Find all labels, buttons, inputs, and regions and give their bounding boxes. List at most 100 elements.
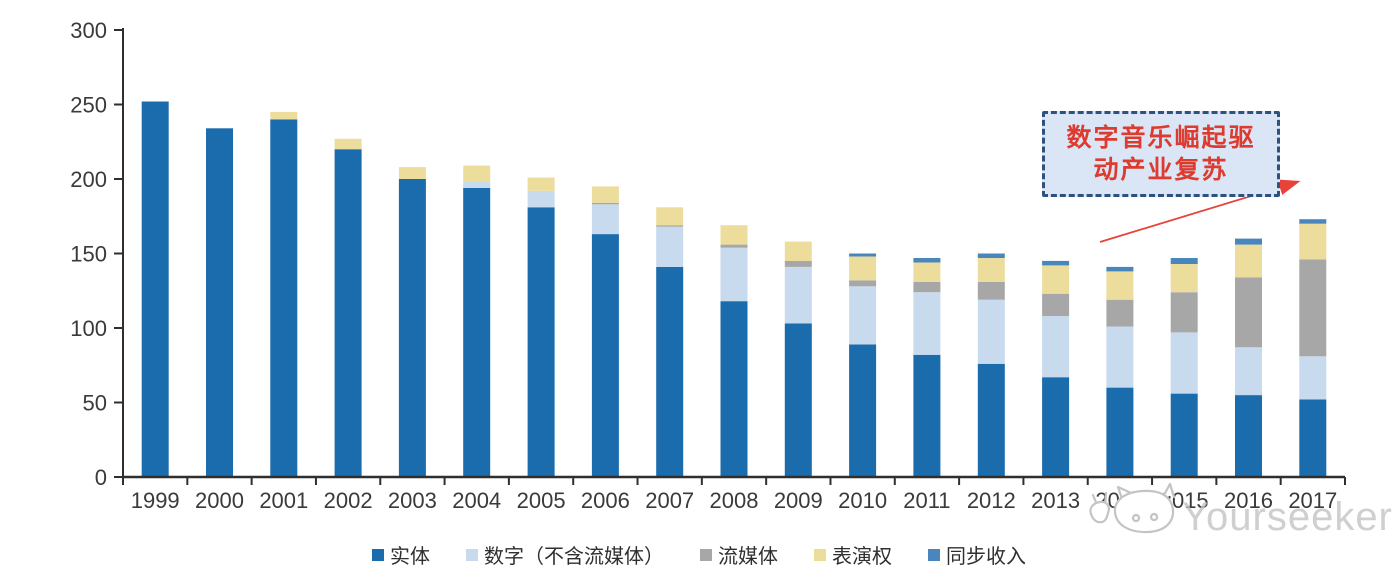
x-tick-label-2006: 2006 (581, 488, 630, 513)
bar-segment-2012-s4 (977, 253, 1005, 258)
x-tick-label-2007: 2007 (645, 488, 694, 513)
y-tick-label: 0 (95, 465, 107, 490)
bar-segment-2013-s3 (1042, 265, 1070, 294)
bar-segment-2017-s0 (1299, 399, 1327, 477)
bar-segment-2011-s0 (913, 354, 941, 477)
legend-swatch-streaming (700, 548, 712, 561)
bar-segment-2013-s1 (1042, 316, 1070, 378)
bar-segment-2015-s4 (1170, 258, 1198, 264)
bar-segment-2015-s0 (1170, 393, 1198, 477)
bar-segment-2002-s0 (334, 149, 362, 477)
legend-item-performance: 表演权 (814, 540, 892, 569)
bar-segment-2013-s2 (1042, 293, 1070, 317)
bar-segment-2009-s3 (784, 241, 812, 261)
bar-segment-2003-s3 (398, 167, 426, 179)
bar-segment-2013-s4 (1042, 260, 1070, 266)
bar-segment-2012-s2 (977, 281, 1005, 300)
bar-segment-2012-s0 (977, 363, 1005, 477)
legend-swatch-performance (814, 548, 826, 561)
bar-segment-2008-s3 (720, 225, 748, 245)
bar-segment-2016-s2 (1235, 277, 1262, 348)
bar-segment-2004-s1 (463, 182, 491, 188)
bar-segment-2011-s2 (913, 281, 941, 293)
bar-segment-2017-s4 (1299, 219, 1327, 224)
bar-segment-2015-s2 (1170, 292, 1198, 333)
bar-segment-2010-s4 (849, 253, 877, 257)
annotation-box: 数字音乐崛起驱 动产业复苏 (1042, 111, 1280, 197)
bar-segment-2010-s2 (849, 280, 877, 287)
legend-label-performance: 表演权 (832, 546, 892, 568)
x-tick-label-2017: 2017 (1288, 488, 1337, 513)
bar-segment-2005-s0 (527, 207, 555, 478)
bar-segment-2009-s2 (784, 260, 812, 267)
bar-segment-2014-s0 (1106, 387, 1134, 477)
legend-item-sync: 同步收入 (928, 540, 1026, 569)
bar-segment-2012-s3 (977, 258, 1005, 282)
bar-segment-2001-s0 (270, 119, 298, 478)
bar-segment-2001-s3 (270, 111, 298, 120)
legend-item-streaming: 流媒体 (700, 540, 778, 569)
x-tick-label-2003: 2003 (388, 488, 437, 513)
y-tick-label: 50 (83, 391, 107, 416)
bar-segment-2004-s3 (463, 165, 491, 182)
bar-segment-2014-s3 (1106, 271, 1134, 300)
bar-segment-2007-s0 (656, 266, 684, 477)
bar-segment-2017-s1 (1299, 356, 1327, 400)
y-tick-label: 300 (70, 18, 107, 43)
bar-segment-2005-s1 (527, 190, 555, 208)
bar-segment-2004-s0 (463, 187, 491, 477)
bar-segment-2000-s0 (206, 128, 233, 478)
bar-segment-2012-s1 (977, 299, 1005, 364)
bar-segment-1999-s0 (141, 101, 169, 477)
bar-segment-2007-s1 (656, 226, 684, 267)
x-tick-label-2004: 2004 (452, 488, 501, 513)
bar-segment-2011-s4 (913, 258, 941, 263)
x-tick-label-2001: 2001 (259, 488, 308, 513)
bar-segment-2008-s2 (720, 244, 748, 248)
bar-segment-2009-s0 (784, 323, 812, 477)
bar-segment-2017-s3 (1299, 223, 1327, 260)
bar-segment-2015-s1 (1170, 332, 1198, 394)
watermark: Yourseeker (1078, 481, 1393, 540)
bar-segment-2010-s1 (849, 286, 877, 345)
x-tick-label-1999: 1999 (131, 488, 180, 513)
annotation-text-line1: 数字音乐崛起驱 (1066, 123, 1256, 152)
bar-segment-2010-s3 (849, 256, 877, 281)
bar-segment-2003-s0 (398, 179, 426, 477)
y-tick-label: 150 (70, 242, 107, 267)
bar-segment-2016-s4 (1235, 238, 1262, 245)
bar-segment-2002-s3 (334, 138, 362, 150)
bar-segment-2013-s0 (1042, 377, 1070, 477)
y-tick-label: 100 (70, 316, 107, 341)
bar-segment-2006-s3 (591, 186, 619, 203)
y-tick-label: 250 (70, 93, 107, 118)
legend-label-sync: 同步收入 (946, 546, 1026, 568)
legend-label-physical: 实体 (390, 546, 430, 568)
legend-swatch-digital (466, 548, 478, 561)
legend-swatch-physical (372, 548, 384, 561)
y-tick-label: 200 (70, 167, 107, 192)
legend-label-digital: 数字（不含流媒体） (484, 546, 664, 568)
x-tick-label-2011: 2011 (903, 488, 950, 513)
bar-segment-2007-s2 (656, 225, 684, 227)
bar-segment-2014-s2 (1106, 299, 1134, 327)
bar-segment-2008-s0 (720, 301, 748, 477)
x-tick-label-2010: 2010 (838, 488, 887, 513)
bar-segment-2005-s3 (527, 177, 555, 191)
x-tick-label-2000: 2000 (195, 488, 244, 513)
legend-swatch-sync (928, 548, 940, 561)
bar-segment-2014-s4 (1106, 266, 1134, 272)
legend-item-physical: 实体 (372, 540, 430, 569)
bar-segment-2006-s0 (591, 234, 619, 477)
x-tick-label-2012: 2012 (967, 488, 1016, 513)
bar-segment-2009-s1 (784, 266, 812, 324)
legend-label-streaming: 流媒体 (718, 546, 778, 568)
x-tick-label-2016: 2016 (1224, 488, 1273, 513)
bar-segment-2010-s0 (849, 344, 877, 477)
x-tick-label-2002: 2002 (324, 488, 373, 513)
x-tick-label-2013: 2013 (1031, 488, 1080, 513)
x-tick-label-2009: 2009 (774, 488, 823, 513)
annotation-text-line2: 动产业复苏 (1093, 156, 1229, 184)
